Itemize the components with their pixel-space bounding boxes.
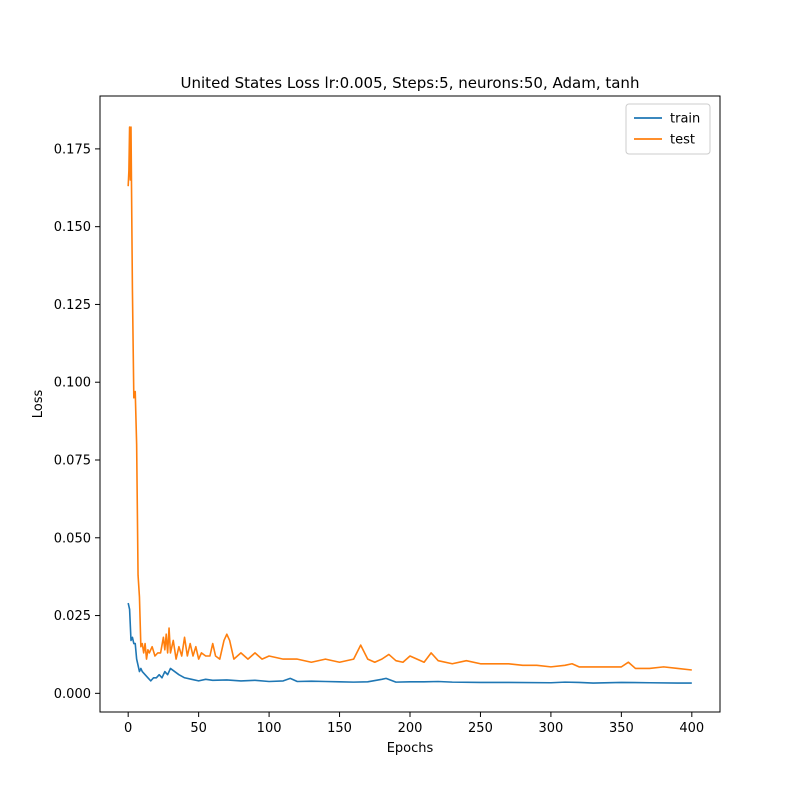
y-tick-label: 0.025: [54, 609, 91, 624]
x-tick-label: 100: [257, 721, 282, 736]
legend-label-test: test: [670, 133, 695, 148]
chart-title: United States Loss lr:0.005, Steps:5, ne…: [181, 74, 640, 92]
series-line-train: [127, 602, 692, 684]
x-tick-label: 0: [124, 721, 132, 736]
y-tick-label: 0.125: [54, 298, 91, 313]
legend-box: [625, 103, 711, 155]
y-axis-label: Loss: [31, 390, 46, 419]
x-tick-label: 400: [679, 721, 704, 736]
y-tick-label: 0.075: [54, 454, 91, 469]
x-tick-label: 300: [538, 721, 563, 736]
x-axis-label: Epochs: [387, 741, 434, 756]
y-tick-label: 0.000: [54, 687, 91, 702]
y-tick-label: 0.175: [54, 142, 91, 157]
series-line-test: [127, 126, 692, 671]
y-tick-label: 0.100: [54, 376, 91, 391]
x-tick-label: 250: [468, 721, 493, 736]
legend: train test: [625, 103, 711, 155]
y-tick-label: 0.050: [54, 531, 91, 546]
x-tick-label: 50: [190, 721, 207, 736]
legend-label-train: train: [670, 112, 700, 127]
y-tick-label: 0.150: [54, 220, 91, 235]
x-tick-label: 150: [327, 721, 352, 736]
x-tick-label: 350: [609, 721, 634, 736]
x-axis-ticks: 0 50 100 150 200 250 300 350 400: [124, 712, 704, 736]
x-tick-label: 200: [398, 721, 423, 736]
y-axis-ticks: 0.000 0.025 0.050 0.075 0.100 0.125 0.150 0.175: [54, 142, 100, 702]
